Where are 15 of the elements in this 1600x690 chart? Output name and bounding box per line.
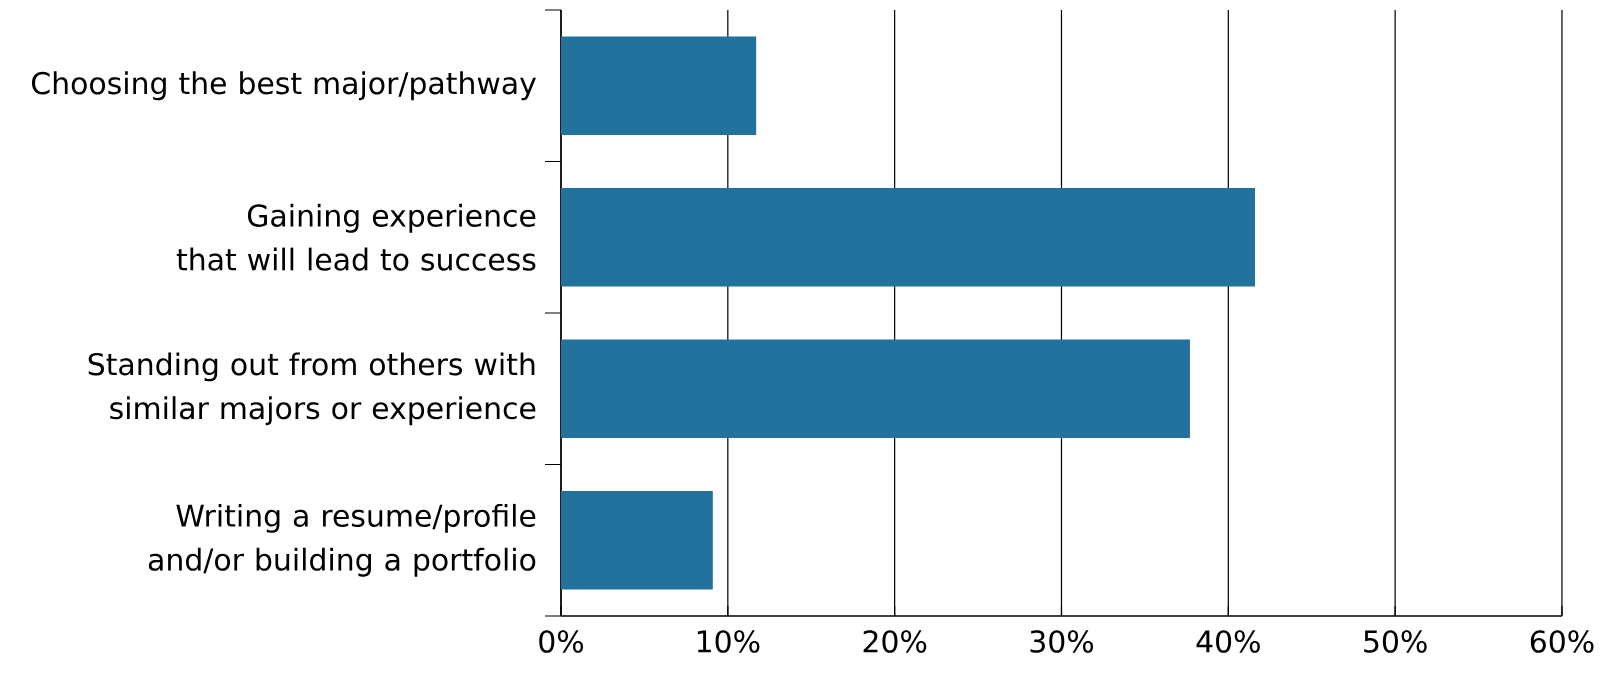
bar <box>561 491 713 590</box>
x-tick-label: 10% <box>697 630 760 653</box>
bar <box>561 188 1255 287</box>
y-tick-label: Writing a resume/profile and/or building a portfolio <box>148 503 536 577</box>
x-tick-label: 60% <box>1530 630 1594 653</box>
y-tick-label: Gaining experience that will lead to success <box>176 203 536 271</box>
x-tick-label: 20% <box>863 630 927 653</box>
x-tick-label: 0% <box>539 630 584 653</box>
y-tick-label: Standing out from others with similar majors or experience <box>88 352 536 426</box>
bar <box>561 339 1190 438</box>
x-tick-label: 30% <box>1030 630 1094 653</box>
x-tick-label: 50% <box>1364 630 1427 653</box>
x-tick-label: 40% <box>1196 630 1260 653</box>
y-tick-label: Choosing the best major/pathway <box>31 71 536 101</box>
bar <box>561 36 757 135</box>
